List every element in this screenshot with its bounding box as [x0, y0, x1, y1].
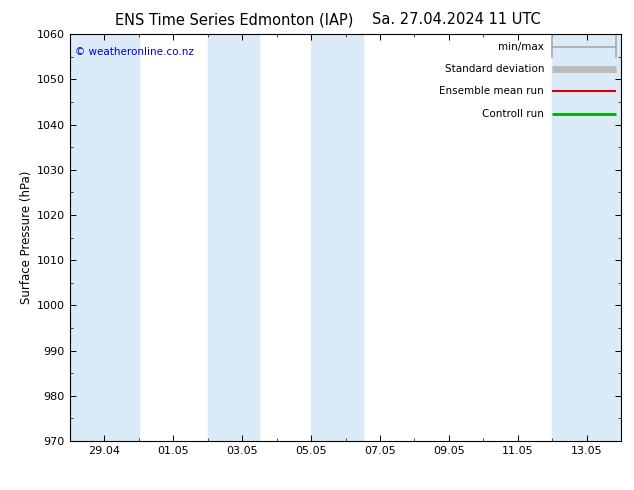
Y-axis label: Surface Pressure (hPa): Surface Pressure (hPa) [20, 171, 32, 304]
Text: ENS Time Series Edmonton (IAP): ENS Time Series Edmonton (IAP) [115, 12, 354, 27]
Bar [311, 34, 363, 441]
Text: min/max: min/max [498, 42, 544, 51]
Bar [207, 34, 259, 441]
Bar [552, 34, 621, 441]
Bar [70, 34, 139, 441]
Text: Standard deviation: Standard deviation [444, 64, 544, 74]
Text: Ensemble mean run: Ensemble mean run [439, 86, 544, 96]
Text: Sa. 27.04.2024 11 UTC: Sa. 27.04.2024 11 UTC [372, 12, 541, 27]
Text: © weatheronline.co.nz: © weatheronline.co.nz [75, 47, 194, 56]
Text: Controll run: Controll run [482, 109, 544, 119]
